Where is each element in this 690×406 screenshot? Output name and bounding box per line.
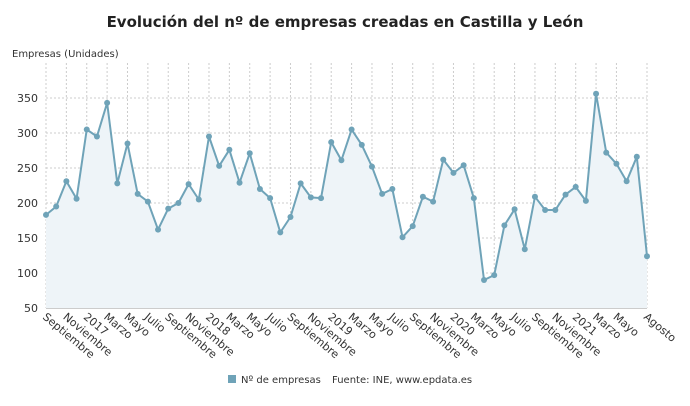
point [155, 226, 162, 233]
point [104, 99, 111, 106]
point [572, 183, 579, 190]
point [216, 162, 223, 169]
point [399, 234, 406, 241]
point [481, 277, 488, 283]
point [491, 272, 498, 279]
point [114, 180, 121, 187]
point [195, 196, 202, 203]
point [430, 198, 437, 205]
point [419, 193, 426, 200]
point [358, 141, 365, 148]
point [277, 229, 284, 236]
y-tick-label: 350 [17, 92, 38, 105]
legend-label: Nº de empresas [241, 375, 321, 386]
point [531, 193, 538, 200]
source: Fuente: INE, www.epdata.es [332, 375, 472, 386]
point [185, 181, 192, 188]
point [175, 200, 182, 206]
point [134, 190, 141, 197]
point [83, 126, 90, 133]
point [593, 90, 600, 97]
y-tick-label: 150 [17, 232, 38, 245]
legend: Nº de empresas Fuente: INE, www.epdata.e… [228, 375, 472, 386]
point [165, 205, 172, 212]
point [521, 246, 528, 253]
point [470, 195, 477, 202]
legend-swatch [228, 375, 236, 383]
point [450, 169, 457, 176]
point [93, 133, 100, 140]
point [63, 178, 70, 185]
point [338, 157, 345, 164]
point [460, 162, 467, 169]
area [46, 93, 647, 308]
x-tick-label: Agosto [641, 310, 679, 345]
point [236, 179, 243, 186]
point [542, 207, 549, 213]
point [379, 190, 386, 197]
point [144, 198, 151, 205]
point [328, 139, 335, 146]
point [226, 146, 233, 153]
point [562, 191, 569, 198]
chart-title: Evolución del nº de empresas creadas en … [107, 13, 584, 31]
y-tick-label: 250 [17, 162, 38, 175]
point [348, 126, 355, 133]
point [43, 211, 49, 218]
point [511, 206, 518, 213]
point [409, 223, 416, 230]
y-axis-label: Empresas (Unidades) [12, 49, 119, 60]
point [53, 203, 60, 210]
point [287, 214, 294, 220]
point [613, 160, 620, 167]
point [307, 194, 314, 201]
point [368, 163, 375, 170]
point [205, 133, 212, 140]
y-tick-label: 100 [17, 267, 38, 280]
point [623, 178, 630, 185]
point [389, 186, 396, 192]
point [267, 195, 274, 202]
point [633, 153, 640, 160]
point [440, 156, 447, 163]
point [501, 222, 508, 229]
point [246, 150, 253, 157]
point [297, 180, 304, 187]
point [124, 140, 131, 147]
y-tick-label: 300 [17, 127, 38, 140]
y-tick-label: 50 [24, 302, 38, 315]
point [73, 195, 80, 202]
point [552, 207, 559, 213]
y-tick-label: 200 [17, 197, 38, 210]
point [318, 195, 325, 202]
point [582, 197, 589, 204]
point [256, 186, 263, 192]
point [603, 149, 610, 156]
point [644, 253, 650, 260]
